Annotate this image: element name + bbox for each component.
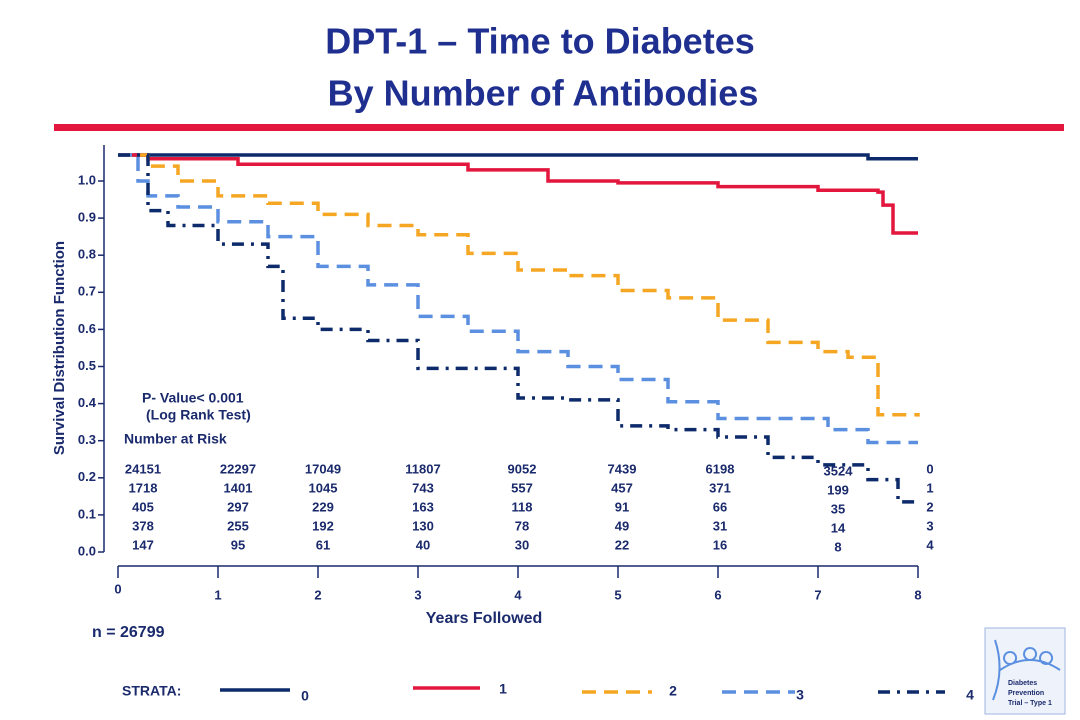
risk-count: 1401	[224, 480, 253, 495]
x-tick-label: 4	[514, 587, 522, 602]
x-tick-label: 3	[414, 587, 421, 602]
risk-count: 1718	[129, 480, 158, 495]
risk-count: 22	[615, 537, 629, 552]
risk-count: 255	[227, 518, 249, 533]
risk-count: 3524	[824, 463, 854, 478]
risk-row-label: 1	[926, 480, 933, 495]
risk-count: 147	[132, 537, 154, 552]
risk-count: 91	[615, 499, 629, 514]
survival-curve	[118, 153, 918, 445]
legend-label: 4	[966, 687, 974, 703]
y-tick-label: 1.0	[78, 172, 96, 187]
risk-count: 6198	[706, 461, 735, 476]
y-tick-label: 0.0	[78, 543, 96, 558]
risk-count: 7439	[608, 461, 637, 476]
risk-count: 378	[132, 518, 154, 533]
logo: Diabetes Prevention Trial – Type 1	[984, 627, 1066, 715]
risk-title: Number at Risk	[124, 431, 227, 447]
risk-count: 35	[831, 501, 845, 516]
risk-count: 163	[412, 499, 434, 514]
x-axis-label: Years Followed	[426, 610, 542, 627]
legend-label: 0	[301, 688, 309, 704]
risk-row-label: 0	[926, 461, 933, 476]
y-tick-label: 0.7	[78, 284, 96, 299]
risk-count: 16	[713, 537, 727, 552]
risk-count: 405	[132, 499, 154, 514]
legend-label: 1	[499, 681, 507, 697]
logo-text: Prevention	[1008, 690, 1044, 697]
risk-count: 24151	[125, 461, 161, 476]
logo-text: Trial – Type 1	[1008, 700, 1052, 707]
risk-count: 743	[412, 480, 434, 495]
logo-text: Diabetes	[1008, 680, 1037, 687]
p-value: P- Value< 0.001	[142, 390, 244, 406]
y-tick-label: 0.9	[78, 210, 96, 225]
risk-count: 297	[227, 499, 249, 514]
y-tick-label: 0.5	[78, 358, 96, 373]
risk-count: 1045	[309, 480, 338, 495]
x-tick-label: 1	[214, 587, 221, 602]
risk-count: 557	[511, 480, 533, 495]
risk-count: 61	[316, 537, 330, 552]
risk-count: 8	[834, 539, 841, 554]
risk-count: 199	[827, 482, 849, 497]
legend-label: 2	[669, 683, 677, 699]
test-name: (Log Rank Test)	[146, 407, 251, 423]
y-tick-label: 0.2	[78, 469, 96, 484]
risk-row-label: 3	[926, 518, 933, 533]
n-label: n = 26799	[92, 624, 165, 641]
risk-count: 49	[615, 518, 629, 533]
risk-count: 30	[515, 537, 529, 552]
risk-row-label: 4	[926, 537, 934, 552]
y-tick-label: 0.8	[78, 247, 96, 262]
y-tick-label: 0.1	[78, 506, 96, 521]
x-tick-label: 2	[314, 587, 321, 602]
survival-curve	[118, 153, 918, 235]
risk-count: 66	[713, 499, 727, 514]
risk-count: 95	[231, 537, 245, 552]
risk-count: 22297	[220, 461, 256, 476]
risk-count: 192	[312, 518, 334, 533]
legend-title: STRATA:	[122, 683, 181, 699]
title-rule	[54, 124, 1064, 131]
risk-count: 31	[713, 518, 727, 533]
survival-curve	[118, 153, 920, 417]
risk-count: 17049	[305, 461, 341, 476]
survival-curve	[118, 153, 918, 504]
risk-count: 78	[515, 518, 529, 533]
y-tick-label: 0.4	[78, 395, 97, 410]
logo-figures	[992, 639, 1061, 701]
risk-count: 14	[831, 520, 846, 535]
legend-label: 3	[796, 687, 804, 703]
chart-title: DPT-1 – Time to Diabetes	[325, 21, 754, 62]
logo-box	[984, 627, 1066, 715]
x-tick-label: 7	[814, 587, 821, 602]
risk-count: 229	[312, 499, 334, 514]
y-tick-label: 0.6	[78, 321, 96, 336]
risk-count: 9052	[508, 461, 537, 476]
y-axis-label: Survival Distribution Function	[51, 241, 68, 455]
x-tick-label: 0	[114, 581, 121, 596]
risk-count: 118	[512, 499, 533, 514]
risk-count: 371	[709, 480, 731, 495]
x-tick-label: 8	[914, 587, 921, 602]
risk-count: 130	[412, 518, 434, 533]
x-tick-label: 5	[614, 587, 621, 602]
risk-count: 11807	[405, 461, 440, 476]
chart-subtitle: By Number of Antibodies	[328, 73, 759, 114]
x-tick-label: 6	[714, 587, 721, 602]
risk-row-label: 2	[926, 499, 933, 514]
risk-count: 40	[416, 537, 430, 552]
y-tick-label: 0.3	[78, 432, 96, 447]
risk-count: 457	[611, 480, 633, 495]
